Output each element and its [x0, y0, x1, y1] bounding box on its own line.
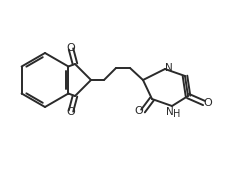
Text: O: O — [67, 107, 75, 117]
Text: O: O — [135, 106, 143, 116]
Text: N: N — [166, 107, 174, 117]
Text: O: O — [67, 43, 75, 53]
Text: O: O — [204, 98, 212, 108]
Text: N: N — [165, 63, 173, 73]
Text: H: H — [173, 109, 181, 119]
